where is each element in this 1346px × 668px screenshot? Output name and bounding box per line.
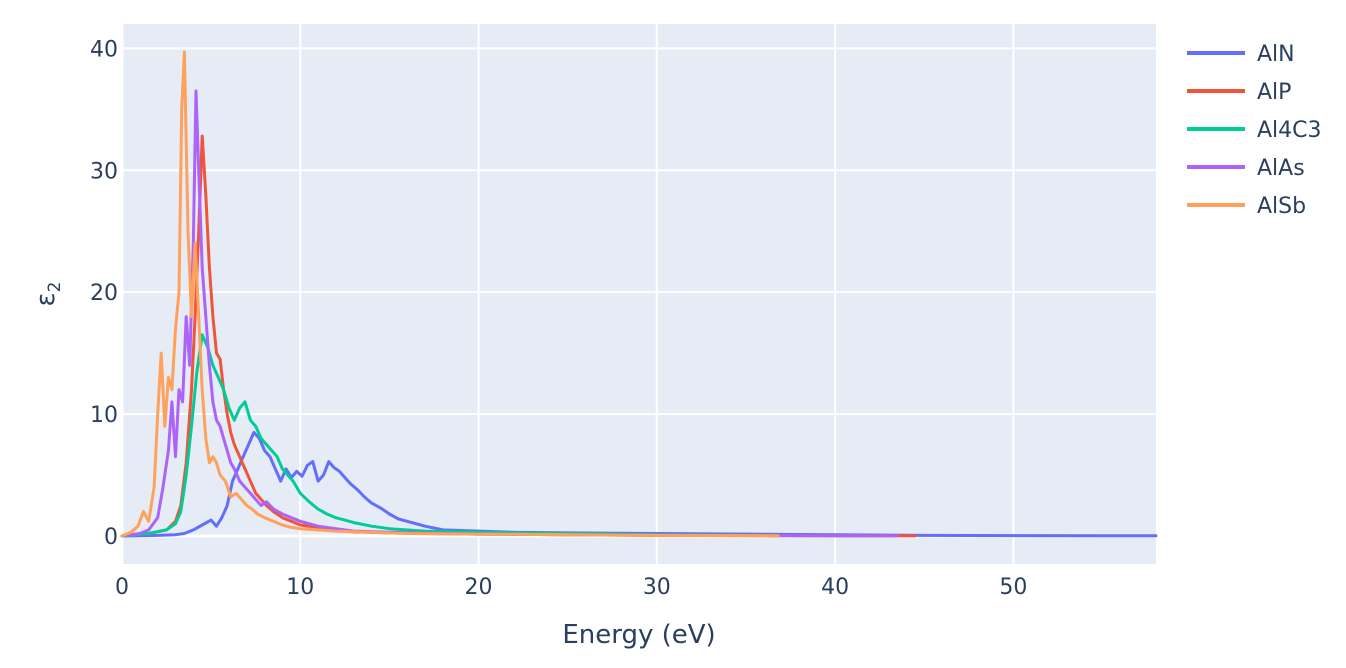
y-axis-title-main: ε <box>31 292 61 306</box>
legend-label: AlN <box>1257 42 1295 67</box>
legend-label: AlSb <box>1257 194 1306 219</box>
legend-label: AlAs <box>1257 156 1305 181</box>
y-axis-title-subscript: 2 <box>45 282 65 293</box>
x-axis-title: Energy (eV) <box>562 620 715 650</box>
legend-item-al4c3[interactable]: Al4C3 <box>1187 118 1322 143</box>
legend-item-alas[interactable]: AlAs <box>1187 156 1305 181</box>
x-tick-label: 40 <box>821 575 849 600</box>
x-tick-label: 30 <box>643 575 671 600</box>
legend-item-aln[interactable]: AlN <box>1187 42 1295 67</box>
y-tick-label: 10 <box>90 403 118 428</box>
y-tick-label: 30 <box>90 159 118 184</box>
y-tick-label: 0 <box>104 525 118 550</box>
y-axis-title: ε2 <box>31 282 65 307</box>
legend-item-alsb[interactable]: AlSb <box>1187 194 1306 219</box>
y-tick-label: 40 <box>90 37 118 62</box>
legend-label: Al4C3 <box>1257 118 1322 143</box>
y-tick-label: 20 <box>90 281 118 306</box>
grid-lines <box>122 24 1156 564</box>
legend-item-alp[interactable]: AlP <box>1187 80 1291 105</box>
series-line-al4c3[interactable] <box>120 333 780 538</box>
x-tick-label: 0 <box>115 575 129 600</box>
series-layer <box>120 50 1158 538</box>
plot-background <box>122 24 1156 564</box>
x-tick-label: 50 <box>999 575 1027 600</box>
x-tick-labels: 0 10 20 30 40 50 <box>115 575 1027 600</box>
legend-label: AlP <box>1257 80 1291 105</box>
x-tick-label: 20 <box>465 575 493 600</box>
x-tick-label: 10 <box>286 575 314 600</box>
series-line-alsb[interactable] <box>120 50 780 538</box>
legend[interactable]: AlN AlP Al4C3 AlAs AlSb <box>1187 42 1322 219</box>
y-tick-labels: 0 10 20 30 40 <box>90 37 118 550</box>
